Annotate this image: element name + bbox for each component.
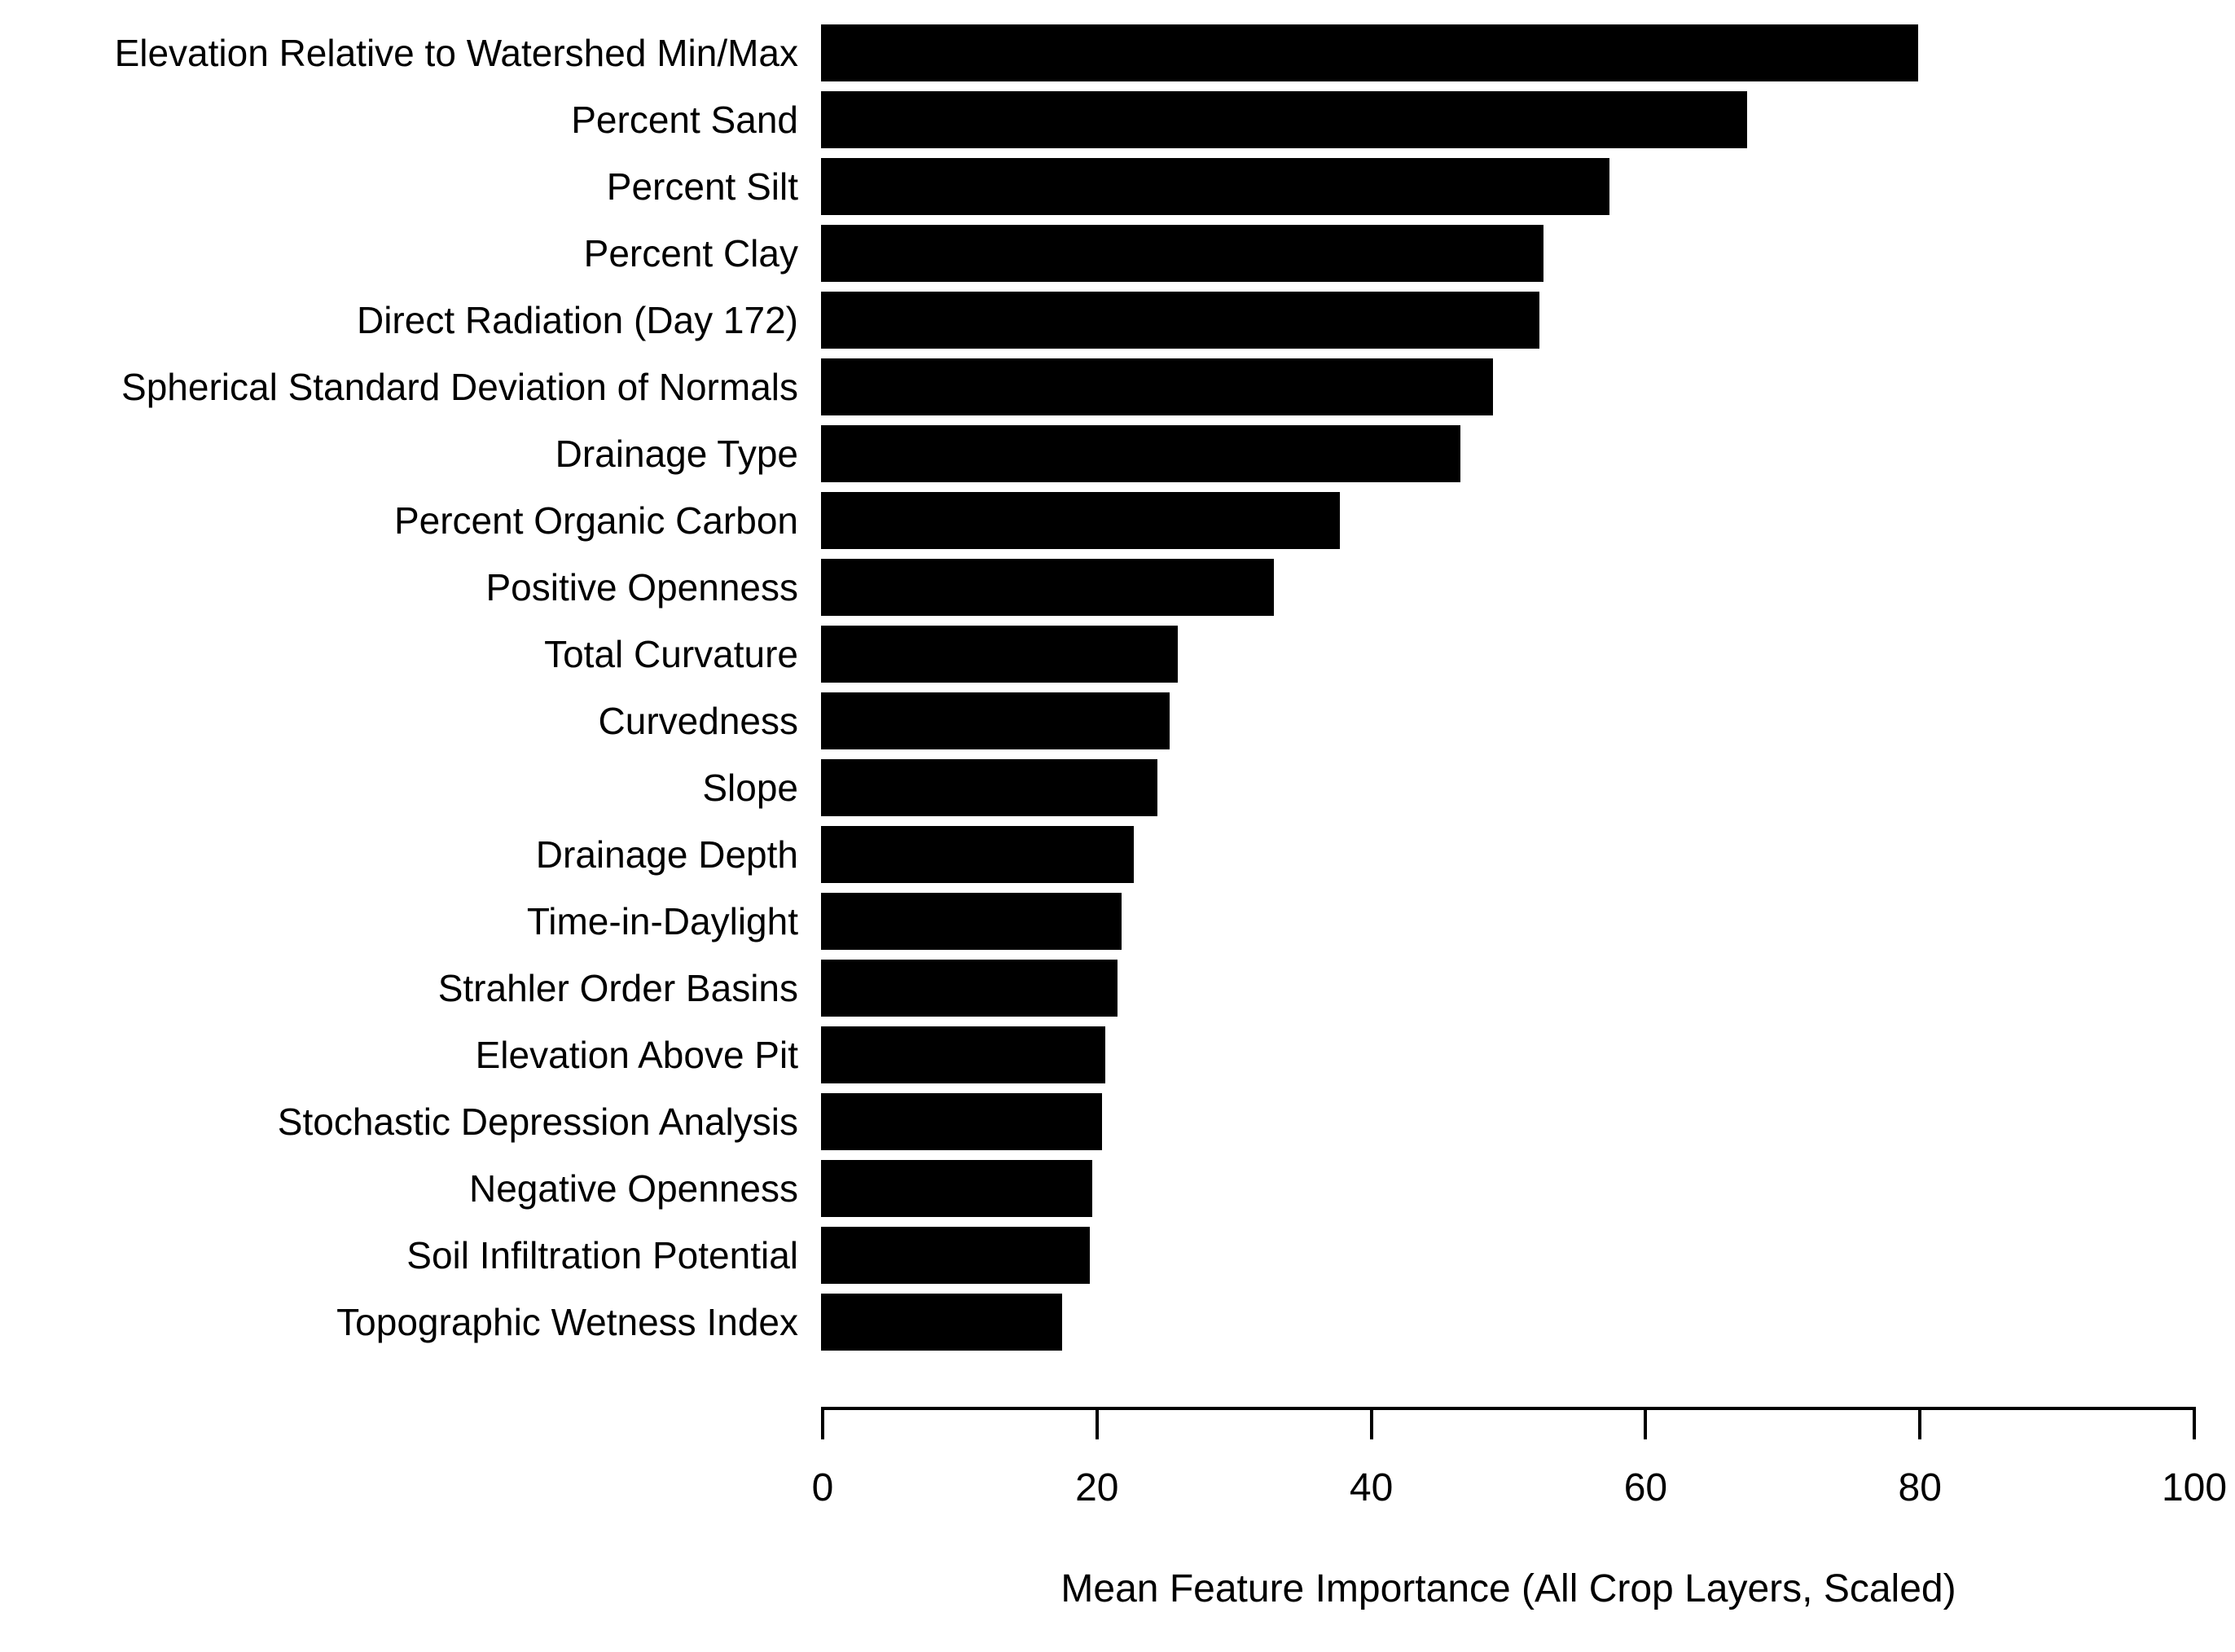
x-axis-tick — [2193, 1410, 2196, 1439]
bar — [821, 24, 1919, 81]
bar — [821, 158, 1610, 215]
bar-track — [821, 292, 2193, 349]
x-axis-tick-label: 20 — [1075, 1466, 1119, 1509]
bar — [821, 692, 1170, 749]
category-label: Percent Sand — [571, 99, 798, 141]
x-axis-tick — [1369, 1410, 1373, 1439]
bar-track — [821, 893, 2193, 950]
category-label: Slope — [702, 767, 798, 809]
bar-track — [821, 692, 2193, 749]
x-axis-title: Mean Feature Importance (All Crop Layers… — [1060, 1567, 1956, 1610]
bar-row: Drainage Depth — [0, 821, 2235, 888]
bar-row: Slope — [0, 754, 2235, 821]
category-label: Topographic Wetness Index — [336, 1301, 798, 1343]
x-axis-tick — [1644, 1410, 1648, 1439]
category-label: Percent Clay — [583, 232, 798, 275]
bar-row: Time-in-Daylight — [0, 888, 2235, 955]
bar-row: Drainage Type — [0, 420, 2235, 487]
bar-track — [821, 358, 2193, 415]
bar-row: Curvedness — [0, 688, 2235, 754]
category-label: Curvedness — [598, 700, 798, 742]
category-label: Time-in-Daylight — [526, 900, 798, 942]
bar-track — [821, 1227, 2193, 1284]
bar — [821, 960, 1118, 1017]
bar — [821, 1294, 1063, 1351]
bar-track — [821, 960, 2193, 1017]
x-axis-tick — [1918, 1410, 1922, 1439]
category-label: Drainage Type — [555, 433, 798, 475]
bar-track — [821, 1026, 2193, 1083]
bar — [821, 492, 1340, 549]
x-axis-line — [821, 1407, 2196, 1410]
bar-row: Positive Openness — [0, 554, 2235, 621]
bar — [821, 425, 1460, 482]
x-axis-tick-label: 60 — [1623, 1466, 1668, 1509]
bar-track — [821, 826, 2193, 883]
bar — [821, 759, 1157, 816]
bar — [821, 559, 1274, 616]
bar-row: Percent Clay — [0, 220, 2235, 287]
bar — [821, 292, 1540, 349]
bar-row: Percent Silt — [0, 153, 2235, 220]
category-label: Total Curvature — [544, 633, 798, 675]
bar-track — [821, 24, 2193, 81]
category-label: Drainage Depth — [535, 833, 798, 876]
bar-track — [821, 759, 2193, 816]
bar-track — [821, 1093, 2193, 1150]
bar — [821, 225, 1544, 282]
bar-row: Elevation Above Pit — [0, 1022, 2235, 1088]
category-label: Percent Silt — [606, 165, 798, 208]
bar-track — [821, 559, 2193, 616]
x-axis-tick — [1095, 1410, 1099, 1439]
category-label: Soil Infiltration Potential — [406, 1234, 798, 1276]
category-label: Positive Openness — [485, 566, 798, 609]
bar — [821, 893, 1122, 950]
bar-track — [821, 158, 2193, 215]
category-label: Direct Radiation (Day 172) — [356, 299, 798, 341]
bar — [821, 1026, 1105, 1083]
bar-track — [821, 1294, 2193, 1351]
bar-row: Negative Openness — [0, 1155, 2235, 1222]
bar-row: Percent Organic Carbon — [0, 487, 2235, 554]
category-label: Stochastic Depression Analysis — [277, 1101, 798, 1143]
bar — [821, 1093, 1103, 1150]
x-axis-tick-label: 0 — [811, 1466, 834, 1509]
bar-row: Topographic Wetness Index — [0, 1289, 2235, 1355]
bar-row: Strahler Order Basins — [0, 955, 2235, 1022]
bar-row: Percent Sand — [0, 86, 2235, 153]
x-axis-tick — [821, 1410, 824, 1439]
bar-row: Total Curvature — [0, 621, 2235, 688]
bar-track — [821, 492, 2193, 549]
x-axis-tick-label: 80 — [1898, 1466, 1942, 1509]
category-label: Elevation Above Pit — [475, 1034, 798, 1076]
bar-track — [821, 425, 2193, 482]
bar-row: Elevation Relative to Watershed Min/Max — [0, 20, 2235, 86]
category-label: Negative Openness — [468, 1167, 798, 1210]
bar — [821, 626, 1178, 683]
category-label: Elevation Relative to Watershed Min/Max — [114, 32, 798, 74]
bar — [821, 358, 1494, 415]
category-label: Strahler Order Basins — [437, 967, 798, 1009]
bar — [821, 1227, 1091, 1284]
bar — [821, 91, 1747, 148]
bar — [821, 1160, 1093, 1217]
category-label: Percent Organic Carbon — [393, 499, 798, 542]
bar-row: Stochastic Depression Analysis — [0, 1088, 2235, 1155]
bar — [821, 826, 1134, 883]
bar-track — [821, 91, 2193, 148]
bar-row: Spherical Standard Deviation of Normals — [0, 354, 2235, 420]
bar-track — [821, 225, 2193, 282]
chart-rows: Elevation Relative to Watershed Min/Max P… — [0, 20, 2235, 1355]
bar-row: Direct Radiation (Day 172) — [0, 287, 2235, 354]
bar-track — [821, 1160, 2193, 1217]
bar-row: Soil Infiltration Potential — [0, 1222, 2235, 1289]
x-axis-tick-label: 40 — [1349, 1466, 1394, 1509]
bar-track — [821, 626, 2193, 683]
x-axis-tick-label: 100 — [2161, 1466, 2228, 1509]
category-label: Spherical Standard Deviation of Normals — [121, 366, 798, 408]
